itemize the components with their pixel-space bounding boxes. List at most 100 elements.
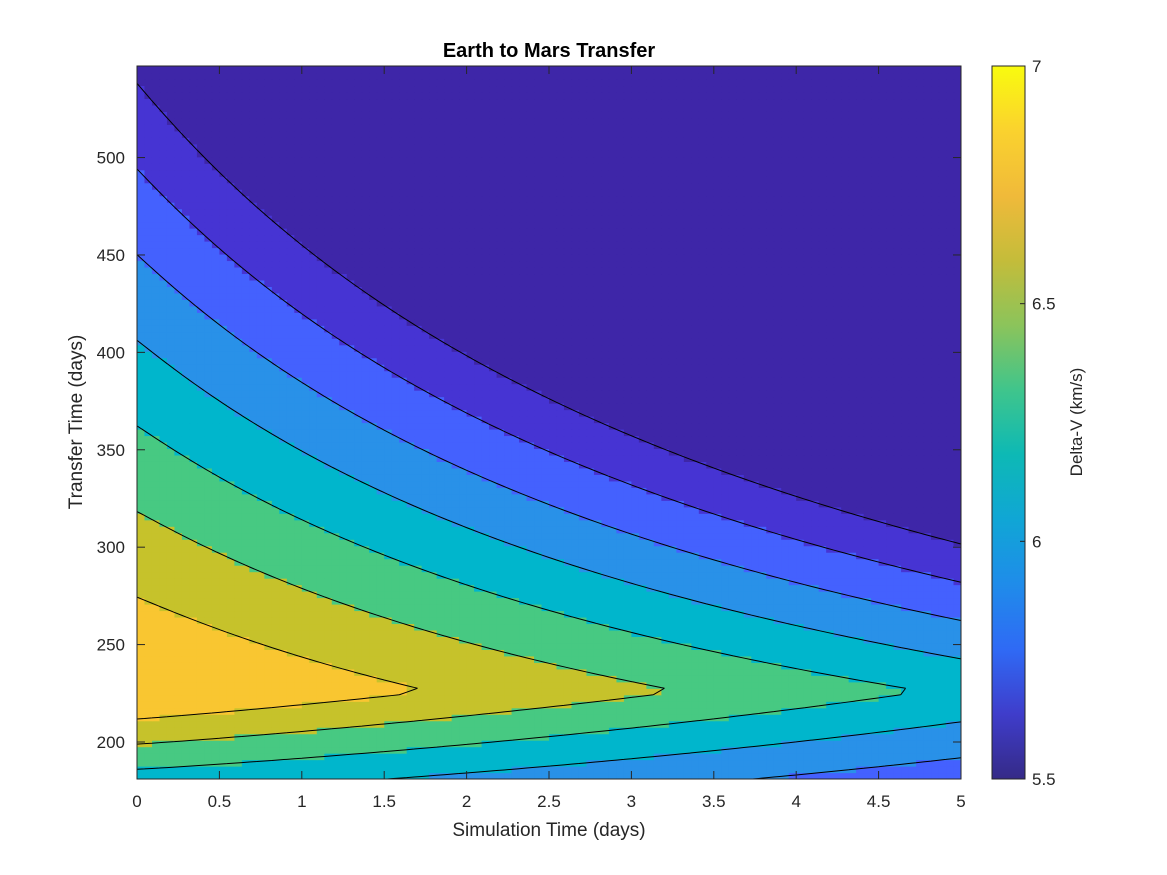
contour-cell (563, 623, 573, 631)
contour-cell (421, 539, 430, 547)
contour-cell (683, 597, 692, 605)
contour-cell (736, 584, 745, 592)
contour-cell (286, 727, 295, 735)
contour-cell (301, 623, 310, 631)
contour-cell (646, 565, 655, 573)
contour-cell (683, 753, 692, 761)
contour-cell (279, 675, 288, 683)
contour-cell (219, 746, 228, 754)
contour-cell (556, 532, 565, 540)
contour-cell (301, 480, 310, 488)
contour-cell (826, 662, 835, 670)
contour-cell (376, 668, 385, 676)
contour-cell (788, 500, 797, 508)
contour-cell (429, 616, 438, 625)
contour-cell (593, 603, 603, 612)
contour-cell (796, 688, 805, 696)
contour-cell (211, 753, 220, 761)
contour-cell (953, 662, 961, 670)
contour-cell (474, 759, 483, 767)
contour-cell (728, 753, 737, 761)
contour-cell (339, 655, 348, 663)
contour-cell (863, 584, 872, 592)
contour-cell (414, 539, 423, 547)
contour-cell (301, 526, 310, 534)
contour-cell (504, 532, 513, 540)
contour-cell (451, 753, 460, 761)
contour-cell (181, 591, 191, 599)
contour-cell (563, 675, 573, 683)
contour-cell (923, 565, 932, 573)
contour-cell (286, 558, 295, 566)
contour-cell (653, 733, 662, 741)
contour-cell (264, 772, 273, 779)
contour-cell (384, 539, 393, 547)
contour-cell (481, 759, 490, 767)
contour-cell (811, 759, 820, 767)
contour-cell (758, 766, 767, 774)
contour-cell (271, 584, 280, 592)
contour-cell (668, 616, 677, 625)
contour-cell (264, 610, 273, 618)
contour-cell (219, 668, 228, 676)
contour-cell (758, 701, 767, 709)
contour-cell (301, 636, 310, 644)
contour-cell (751, 513, 760, 521)
contour-cell (916, 610, 925, 618)
contour-cell (931, 694, 940, 702)
contour-cell (571, 766, 580, 774)
contour-cell (496, 759, 505, 767)
contour-cell (511, 558, 520, 566)
contour-cell (623, 545, 632, 553)
contour-cell (698, 759, 707, 767)
contour-cell (631, 519, 640, 527)
contour-cell (174, 571, 183, 579)
contour-cell (616, 759, 625, 767)
contour-cell (234, 539, 243, 547)
contour-cell (938, 500, 947, 508)
contour-cell (736, 519, 745, 527)
contour-cell (871, 558, 880, 566)
contour-cell (406, 740, 415, 748)
contour-cell (474, 610, 483, 618)
contour-cell (841, 662, 850, 670)
contour-cell (788, 584, 797, 592)
contour-cell (871, 662, 880, 670)
contour-cell (466, 727, 475, 735)
contour-cell (211, 655, 220, 663)
contour-cell (931, 558, 940, 566)
contour-cell (661, 766, 670, 774)
contour-cell (219, 616, 228, 625)
contour-cell (339, 733, 348, 741)
contour-cell (241, 545, 250, 553)
contour-cell (788, 759, 797, 767)
contour-cell (923, 616, 932, 625)
contour-cell (788, 623, 797, 631)
contour-cell (264, 714, 273, 722)
contour-cell (384, 766, 393, 774)
contour-cell (166, 578, 176, 586)
contour-cell (601, 539, 610, 547)
contour-cell (878, 545, 887, 553)
contour-cell (166, 545, 176, 553)
contour-cell (466, 539, 475, 547)
contour-cell (541, 584, 550, 592)
contour-cell (736, 759, 745, 767)
contour-cell (511, 642, 520, 650)
contour-cell (788, 642, 797, 650)
contour-cell (406, 688, 415, 696)
contour-cell (526, 701, 535, 709)
contour-cell (653, 616, 662, 625)
contour-cell (466, 506, 475, 514)
contour-cell (653, 766, 662, 774)
contour-cell (833, 629, 842, 637)
contour-cell (571, 694, 580, 702)
contour-cell (316, 733, 325, 741)
contour-cell (496, 636, 505, 644)
contour-cell (773, 545, 782, 553)
contour-cell (474, 720, 483, 728)
contour-cell (556, 701, 565, 709)
contour-cell (758, 519, 767, 527)
contour-cell (241, 571, 250, 579)
contour-cell (211, 636, 220, 644)
